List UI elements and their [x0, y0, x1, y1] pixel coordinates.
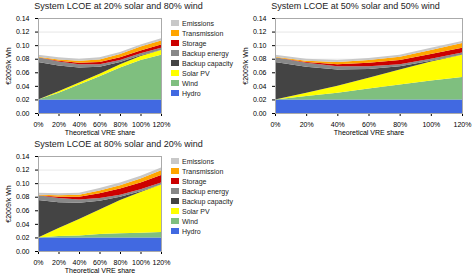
svg-text:80%: 80% — [113, 259, 127, 266]
svg-text:100%: 100% — [422, 121, 440, 128]
svg-text:Theoretical VRE share: Theoretical VRE share — [65, 267, 136, 274]
svg-text:0%: 0% — [270, 121, 280, 128]
svg-text:0.14: 0.14 — [253, 15, 267, 22]
svg-text:0.02: 0.02 — [16, 234, 30, 241]
svg-text:0.12: 0.12 — [253, 28, 267, 35]
html-text:Transmission: Transmission — [182, 167, 224, 175]
svg-text:0.02: 0.02 — [16, 96, 30, 103]
svg-text:0.14: 0.14 — [16, 15, 30, 22]
svg-text:40%: 40% — [72, 259, 86, 266]
html-text:Solar PV: Solar PV — [182, 207, 210, 215]
svg-text:€2009/k Wh: €2009/k Wh — [242, 47, 249, 84]
svg-text:0.06: 0.06 — [253, 69, 267, 76]
html-text:Storage: Storage — [182, 39, 207, 47]
svg-text:0.04: 0.04 — [16, 83, 30, 90]
svg-text:60%: 60% — [362, 121, 376, 128]
svg-text:20%: 20% — [52, 121, 66, 128]
svg-text:0.10: 0.10 — [253, 42, 267, 49]
svg-text:20%: 20% — [52, 259, 66, 266]
svg-text:80%: 80% — [393, 121, 407, 128]
html-text:System LCOE at 50% solar and 5: System LCOE at 50% solar and 50% wind — [271, 1, 440, 11]
svg-text:20%: 20% — [300, 121, 314, 128]
svg-text:120%: 120% — [153, 121, 171, 128]
svg-text:€2009/k Wh: €2009/k Wh — [5, 185, 12, 222]
svg-text:€2009/k Wh: €2009/k Wh — [5, 47, 12, 84]
svg-text:100%: 100% — [132, 121, 150, 128]
svg-text:0.08: 0.08 — [16, 55, 30, 62]
html-text:System LCOE at 20% solar and 8: System LCOE at 20% solar and 80% wind — [34, 1, 203, 11]
html-text:Backup capacity: Backup capacity — [182, 197, 233, 205]
svg-text:0.04: 0.04 — [16, 221, 30, 228]
svg-text:80%: 80% — [113, 121, 127, 128]
svg-text:40%: 40% — [72, 121, 86, 128]
svg-text:0.12: 0.12 — [16, 166, 30, 173]
html-text:Wind: Wind — [182, 79, 198, 87]
html-text:Backup energy: Backup energy — [182, 49, 229, 57]
html-text:Backup capacity: Backup capacity — [182, 59, 233, 67]
svg-text:0.06: 0.06 — [16, 207, 30, 214]
html-text:Solar PV: Solar PV — [182, 69, 210, 77]
svg-text:100%: 100% — [132, 259, 150, 266]
svg-text:0.02: 0.02 — [253, 96, 267, 103]
html-text:Transmission: Transmission — [182, 29, 224, 37]
svg-text:0%: 0% — [33, 259, 43, 266]
svg-text:120%: 120% — [454, 121, 472, 128]
svg-text:40%: 40% — [331, 121, 345, 128]
svg-text:0.10: 0.10 — [16, 180, 30, 187]
svg-text:120%: 120% — [153, 259, 171, 266]
svg-text:Theoretical VRE share: Theoretical VRE share — [334, 129, 405, 136]
svg-text:60%: 60% — [93, 121, 107, 128]
html-text:System LCOE at 80% solar and 2: System LCOE at 80% solar and 20% wind — [34, 139, 203, 149]
svg-text:0%: 0% — [33, 121, 43, 128]
html-text:Storage: Storage — [182, 177, 207, 185]
html-text:Backup energy: Backup energy — [182, 187, 229, 195]
html-text:Emissions: Emissions — [182, 19, 214, 27]
svg-text:0.00: 0.00 — [253, 110, 267, 117]
html-text:Hydro: Hydro — [182, 227, 201, 235]
html-text:Emissions: Emissions — [182, 157, 214, 165]
svg-text:0.00: 0.00 — [16, 110, 30, 117]
html-text:Hydro: Hydro — [182, 89, 201, 97]
html-text:Wind: Wind — [182, 217, 198, 225]
svg-text:0.10: 0.10 — [16, 42, 30, 49]
svg-text:0.08: 0.08 — [253, 55, 267, 62]
svg-text:0.06: 0.06 — [16, 69, 30, 76]
svg-text:0.00: 0.00 — [16, 248, 30, 255]
svg-text:60%: 60% — [93, 259, 107, 266]
svg-text:0.08: 0.08 — [16, 193, 30, 200]
svg-text:0.04: 0.04 — [253, 83, 267, 90]
svg-text:0.12: 0.12 — [16, 28, 30, 35]
svg-text:Theoretical VRE share: Theoretical VRE share — [65, 129, 136, 136]
svg-text:0.14: 0.14 — [16, 153, 30, 160]
